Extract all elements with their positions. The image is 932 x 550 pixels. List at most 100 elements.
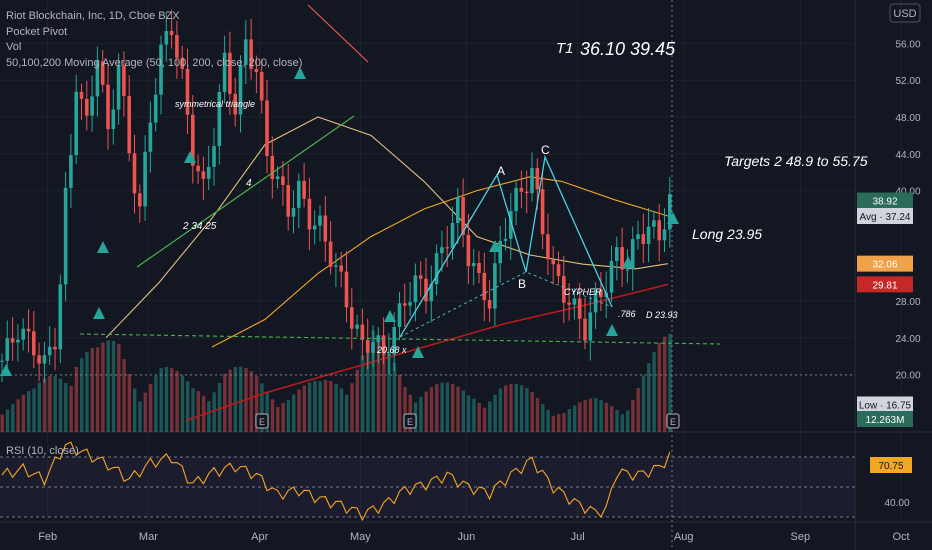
volume-bar	[196, 391, 200, 432]
candle	[482, 272, 487, 301]
candle	[668, 194, 672, 230]
candle	[42, 355, 47, 364]
volume-bar	[546, 410, 550, 432]
price-tick-label: 28.00	[895, 297, 920, 308]
volume-bar	[16, 399, 20, 432]
candle	[85, 98, 89, 116]
volume-bar	[509, 384, 513, 432]
volume-bar	[254, 376, 259, 432]
candle	[625, 269, 630, 271]
label-a: A	[497, 164, 505, 178]
volume-bar	[191, 388, 195, 432]
legend-rsi[interactable]: RSI (10, close)	[6, 445, 79, 457]
pocket-pivot-marker	[0, 364, 12, 376]
currency-badge-frame[interactable]	[889, 3, 921, 23]
time-tick-label: Jun	[458, 531, 476, 543]
rsi-line	[1, 441, 671, 522]
volume-bar	[668, 333, 672, 432]
rsi-badge	[870, 457, 912, 473]
volume-bar	[85, 351, 89, 432]
volume-bar	[127, 374, 132, 432]
volume-bar	[535, 397, 540, 432]
candle	[312, 225, 317, 230]
legend-moving-average[interactable]: 50,100,200 Moving Average (50, 100, 200,…	[6, 57, 302, 69]
candle	[63, 187, 68, 285]
price-badge	[857, 192, 913, 209]
candle	[138, 193, 142, 207]
candle	[572, 298, 577, 305]
candle	[37, 355, 41, 364]
candle	[593, 289, 598, 313]
candle	[297, 180, 301, 208]
candle	[620, 247, 624, 270]
candle	[657, 220, 661, 241]
volume-bar	[212, 392, 216, 432]
volume-bar	[636, 387, 640, 432]
candle	[456, 197, 460, 223]
candle	[519, 187, 524, 192]
candle	[122, 65, 126, 97]
annotation-targets: Targets 2 48.9 to 55.75	[724, 153, 868, 169]
candle	[498, 240, 502, 264]
candle	[222, 52, 227, 92]
candle	[233, 93, 237, 115]
event-marker-label: E	[407, 417, 413, 427]
volume-bar	[138, 401, 142, 432]
volume-bar	[525, 388, 529, 432]
candle	[323, 215, 328, 242]
candle	[360, 324, 365, 340]
price-tick-label: 56.00	[895, 39, 920, 50]
volume-bar	[339, 388, 344, 432]
trendline-red	[307, 4, 369, 63]
volume-bar	[445, 382, 450, 432]
pocket-pivot-marker	[93, 307, 105, 319]
volume-bar	[403, 386, 407, 432]
volume-bar	[482, 407, 487, 432]
label-c: C	[541, 143, 550, 157]
volume-bar	[175, 370, 179, 432]
candle	[646, 226, 651, 244]
candle	[599, 289, 603, 298]
legend-pocket-pivot[interactable]: Pocket Pivot	[6, 26, 67, 38]
candle	[466, 234, 471, 267]
volume-bar	[504, 385, 508, 432]
price-tick-label: 52.00	[895, 76, 920, 87]
volume-bar	[392, 362, 397, 432]
legend-volume[interactable]: Vol	[6, 41, 21, 53]
candle	[254, 68, 259, 72]
volume-bar	[594, 398, 598, 432]
price-badge	[857, 396, 913, 413]
volume-bar	[583, 400, 587, 432]
candle	[100, 61, 105, 85]
volume-bar	[80, 358, 84, 432]
volume-bar	[74, 366, 79, 432]
price-tick-label: 40.00	[895, 187, 920, 198]
candle	[21, 328, 25, 340]
volume-bar	[615, 410, 619, 432]
candle	[143, 151, 147, 207]
candle	[371, 342, 375, 353]
volume-bar	[604, 402, 609, 432]
candle	[350, 307, 354, 329]
candle	[365, 339, 370, 353]
volume-bar	[440, 382, 444, 432]
volume-bar	[302, 385, 306, 432]
candle	[445, 247, 449, 249]
candle	[180, 57, 184, 69]
label-b: B	[518, 277, 526, 291]
pocket-pivot-marker	[606, 324, 618, 336]
volume-bar	[419, 396, 423, 432]
candle	[228, 52, 232, 94]
volume-bar	[64, 383, 68, 432]
pocket-pivot-marker	[294, 67, 306, 79]
candle	[641, 234, 646, 244]
candle	[291, 207, 296, 217]
candle	[487, 300, 492, 309]
currency-badge[interactable]: USD	[893, 8, 916, 20]
volume-bar	[541, 404, 545, 432]
volume-bar	[387, 351, 391, 432]
annotation-t1-values: 36.10 39.45	[580, 39, 676, 59]
candle	[16, 339, 20, 343]
volume-bar	[58, 378, 63, 432]
